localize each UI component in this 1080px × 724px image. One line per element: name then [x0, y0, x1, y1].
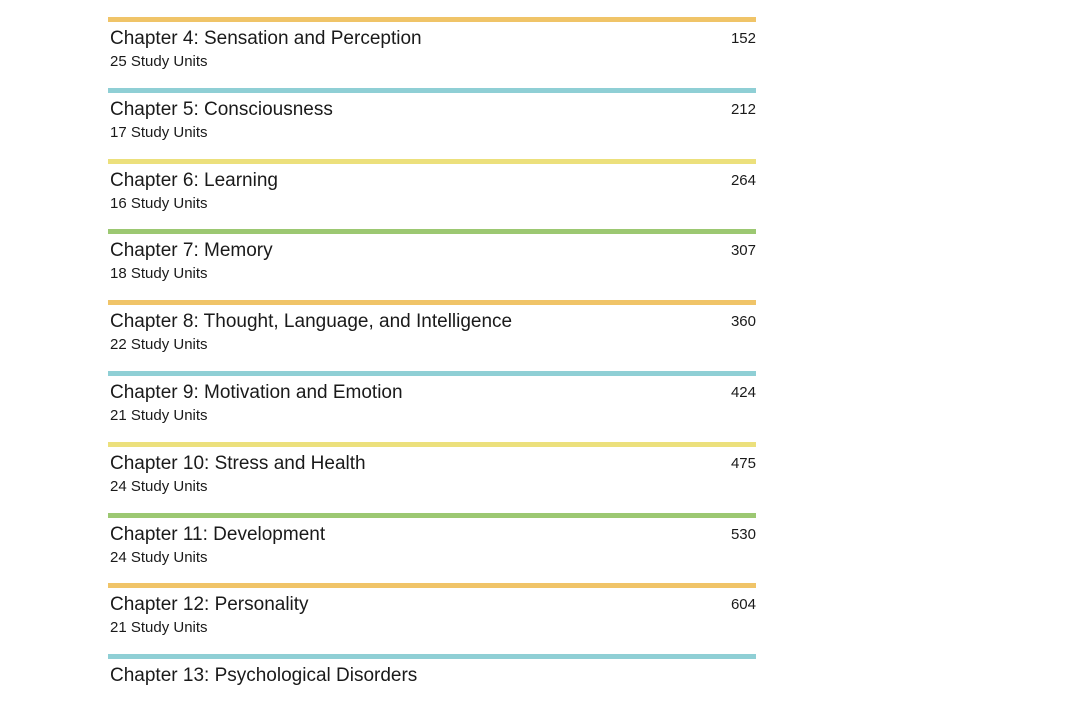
- page-number: 152: [730, 30, 756, 47]
- chapter-title: Chapter 11: Development: [110, 523, 326, 545]
- color-bar: [108, 512, 756, 518]
- color-bar: [108, 158, 756, 164]
- chapter-row[interactable]: Chapter 4: Sensation and Perception 25 St…: [108, 17, 756, 87]
- page-number: 475: [730, 454, 756, 472]
- study-units: 17 Study Units: [110, 123, 208, 141]
- page-number: 360: [730, 313, 756, 331]
- chapter-title: Chapter 6: Learning: [110, 169, 278, 191]
- chapter-title: Chapter 5: Consciousness: [110, 98, 333, 120]
- color-bar: [108, 87, 756, 93]
- page-number: 212: [730, 100, 756, 118]
- chapter-title: Chapter 9: Motivation and Emotion: [110, 382, 403, 403]
- chapter-title: Chapter 4: Sensation and Perception: [110, 28, 422, 49]
- chapter-row[interactable]: Chapter 10: Stress and Health 24 Study Un…: [108, 441, 756, 512]
- study-units: 25 Study Units: [110, 53, 208, 70]
- color-bar: [108, 229, 756, 235]
- chapter-row[interactable]: Chapter 7: Memory 18 Study Units 307: [108, 229, 756, 299]
- chapter-title: Chapter 13: Psychological Disorders: [110, 665, 418, 687]
- page-number: 264: [730, 171, 756, 189]
- page-number: 424: [730, 384, 756, 401]
- color-bar: [108, 300, 756, 306]
- chapter-title: Chapter 7: Memory: [110, 240, 273, 262]
- chapter-row[interactable]: Chapter 11: Development 24 Study Units 530: [108, 512, 756, 583]
- study-units: 22 Study Units: [110, 336, 208, 354]
- chapter-row[interactable]: Chapter 12: Personality 21 Study Units 604: [108, 583, 756, 653]
- page-number: 530: [730, 525, 756, 543]
- chapter-row[interactable]: Chapter 13: Psychological Disorders: [108, 654, 756, 724]
- chapter-row[interactable]: Chapter 6: Learning 16 Study Units 264: [108, 158, 756, 229]
- study-units: 18 Study Units: [110, 265, 208, 283]
- study-units: 21 Study Units: [110, 407, 208, 424]
- color-bar: [108, 654, 756, 660]
- color-bar: [108, 371, 756, 376]
- study-units: 24 Study Units: [110, 477, 208, 495]
- page-number: 307: [730, 242, 756, 260]
- chapter-row[interactable]: Chapter 5: Consciousness 17 Study Units 21…: [108, 87, 756, 158]
- color-bar: [108, 17, 756, 22]
- color-bar: [108, 583, 756, 589]
- page-number: 604: [730, 596, 756, 614]
- study-units: 16 Study Units: [110, 194, 208, 212]
- page: {"chapters": [ {"title": "Chapter 4: Sen…: [108, 17, 756, 687]
- chapter-row[interactable]: Chapter 8: Thought, Language, and Intell…: [108, 300, 756, 370]
- study-units: 21 Study Units: [110, 619, 208, 637]
- study-units: 24 Study Units: [110, 548, 208, 566]
- chapter-title: Chapter 10: Stress and Health: [110, 452, 366, 474]
- chapter-row[interactable]: Chapter 9: Motivation and Emotion 21 Stud…: [108, 371, 756, 441]
- chapter-title: Chapter 12: Personality: [110, 594, 309, 616]
- color-bar: [108, 441, 756, 447]
- chapter-title: Chapter 8: Thought, Language, and Intell…: [110, 311, 513, 333]
